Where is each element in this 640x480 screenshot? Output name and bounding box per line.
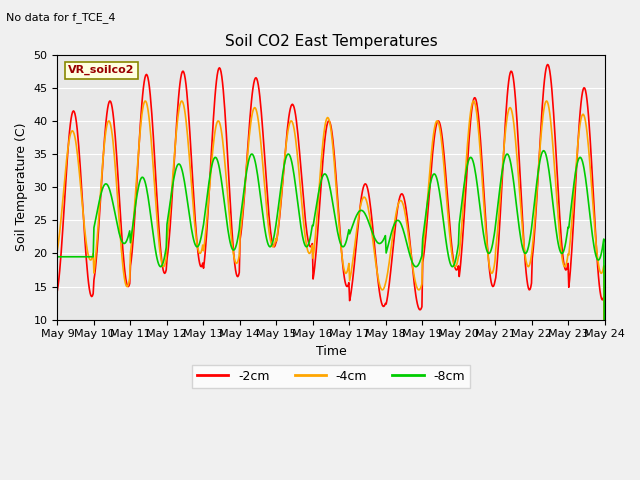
-2cm — [413, 301, 421, 307]
-4cm — [120, 270, 127, 276]
-2cm — [54, 288, 61, 293]
Line: -4cm: -4cm — [58, 101, 605, 386]
-2cm — [120, 256, 127, 262]
-4cm — [204, 202, 212, 208]
-8cm — [175, 161, 183, 167]
Title: Soil CO2 East Temperatures: Soil CO2 East Temperatures — [225, 34, 437, 49]
-4cm — [63, 151, 71, 156]
-8cm — [601, 383, 609, 389]
-2cm — [543, 61, 551, 67]
-2cm — [204, 208, 212, 214]
-8cm — [540, 148, 548, 154]
-8cm — [204, 186, 212, 192]
Text: VR_soilco2: VR_soilco2 — [68, 65, 135, 75]
-8cm — [120, 240, 127, 246]
-8cm — [63, 254, 71, 260]
-4cm — [601, 383, 609, 389]
Line: -2cm: -2cm — [58, 64, 605, 386]
-2cm — [601, 383, 609, 389]
X-axis label: Time: Time — [316, 345, 346, 358]
Text: No data for f_TCE_4: No data for f_TCE_4 — [6, 12, 116, 23]
-4cm — [413, 286, 421, 291]
Legend: -2cm, -4cm, -8cm: -2cm, -4cm, -8cm — [192, 365, 470, 388]
-8cm — [397, 222, 405, 228]
-4cm — [397, 198, 405, 204]
Y-axis label: Soil Temperature (C): Soil Temperature (C) — [15, 123, 28, 252]
-4cm — [175, 106, 183, 111]
-8cm — [54, 254, 61, 260]
Line: -8cm: -8cm — [58, 151, 605, 386]
-2cm — [63, 156, 71, 162]
-2cm — [175, 88, 183, 94]
-4cm — [54, 247, 61, 252]
-4cm — [470, 98, 477, 104]
-2cm — [397, 191, 405, 197]
-8cm — [413, 263, 421, 269]
